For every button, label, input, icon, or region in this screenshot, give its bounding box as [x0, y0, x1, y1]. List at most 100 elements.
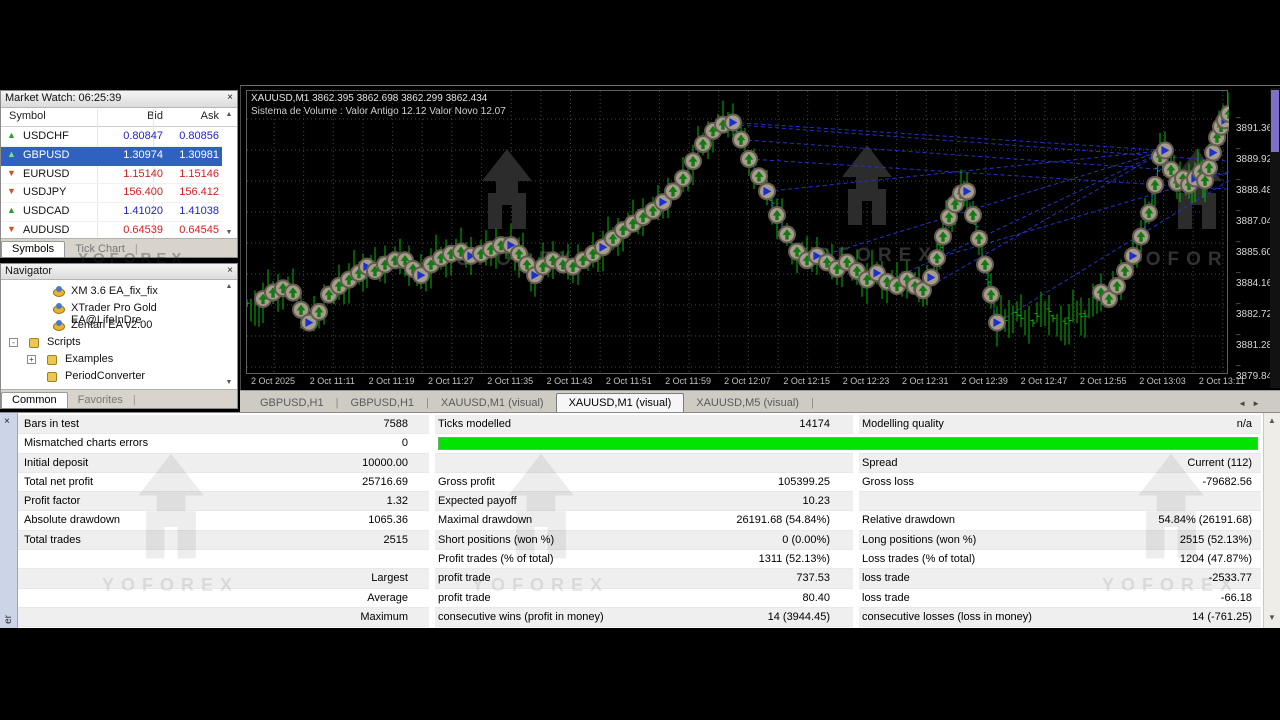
tester-cell: 26191.68 (54.84%)	[736, 514, 830, 527]
tester-cell: 2515	[383, 533, 408, 546]
tester-cell: 0	[401, 437, 408, 450]
tester-cell: -79682.56	[1202, 475, 1252, 488]
bid-cell: 0.64539	[123, 223, 163, 236]
tree-item-examples[interactable]: + Examples	[1, 352, 222, 369]
tester-cell: profit trade	[438, 591, 491, 604]
tester-cell: profit trade	[438, 572, 491, 585]
navigator-tabs: Common Favorites |	[1, 389, 237, 408]
column-gap	[853, 587, 859, 608]
tester-row[interactable]: Total trades 2515 Short positions (won %) 0…	[18, 529, 1261, 551]
time-axis-label: 2 Oct 11:51	[605, 376, 652, 386]
price-axis-label: 3885.600	[1236, 236, 1278, 258]
tester-row[interactable]: Total net profit 25716.69 Gross profit 1053…	[18, 471, 1261, 493]
time-axis-label: 2 Oct 2025	[250, 376, 296, 386]
tester-cell: Total trades	[24, 533, 81, 546]
scroll-down-icon[interactable]: ▼	[225, 229, 233, 236]
scrollbar-thumb[interactable]	[1271, 90, 1279, 152]
tester-row[interactable]: Absolute drawdown 1065.36 Maximal drawdown…	[18, 510, 1261, 531]
column-gap	[853, 414, 859, 435]
price-axis-label: 3887.040	[1236, 205, 1278, 227]
market-watch-row[interactable]: ▲ USDCHF 0.80847 0.80856	[1, 128, 222, 147]
expander-plus-icon[interactable]: +	[27, 355, 36, 364]
close-icon[interactable]: ×	[4, 416, 10, 427]
price-axis: 3891.360 3889.920 3888.480 3887.040 3885.600…	[1233, 90, 1278, 382]
market-watch-row[interactable]: ▼ USDJPY 156.400 156.412	[1, 184, 222, 204]
tree-item-label: XTrader Pro Gold EA@LifeInDre	[71, 302, 157, 326]
tester-row[interactable]: Mismatched charts errors 0	[18, 433, 1261, 454]
tester-row[interactable]: Maximum consecutive wins (profit in money…	[18, 606, 1261, 628]
tester-scrollbar[interactable]: ▲ ▼	[1263, 413, 1280, 628]
tree-item-xm-3-6-ea-fix-fix[interactable]: XM 3.6 EA_fix_fix	[1, 284, 222, 301]
tree-item-xtrader-pro-gold-ea-lifeindre[interactable]: XTrader Pro Gold EA@LifeInDre	[1, 301, 222, 326]
ask-cell: 1.41038	[179, 205, 219, 218]
scroll-down-icon[interactable]: ▼	[225, 379, 233, 386]
column-gap	[853, 452, 859, 473]
tab-favorites[interactable]: Favorites	[77, 394, 123, 406]
tester-cell: Gross profit	[438, 475, 495, 488]
column-gap	[853, 568, 859, 589]
time-axis-label: 2 Oct 11:43	[546, 376, 593, 386]
symbol-column-header[interactable]: Symbol	[9, 110, 46, 122]
scroll-up-icon[interactable]: ▲	[225, 283, 233, 290]
tester-cell: 1.32	[386, 495, 408, 508]
scroll-up-icon[interactable]: ▲	[1268, 416, 1276, 425]
tab-common[interactable]: Common	[1, 392, 68, 408]
tester-cell: Loss trades (% of total)	[862, 553, 976, 566]
market-watch-row[interactable]: ▲ GBPUSD 1.30974 1.30981	[1, 146, 222, 166]
market-watch-titlebar[interactable]: Market Watch: 06:25:39 ×	[1, 91, 237, 108]
ea-icon	[53, 286, 65, 297]
chart-tab-4[interactable]: XAUUSD,M5 (visual)	[696, 397, 799, 409]
tester-row[interactable]: Average profit trade 80.40 loss trade -66.18	[18, 587, 1261, 608]
tester-row[interactable]: Initial deposit 10000.00 Spread Current (11…	[18, 452, 1261, 473]
tab-scroll-arrows[interactable]: ◄►	[1238, 399, 1266, 408]
chart-tab-3[interactable]: XAUUSD,M1 (visual)	[555, 393, 685, 412]
expander-minus-icon[interactable]: -	[9, 338, 18, 347]
market-watch-row[interactable]: ▼ EURUSD 1.15140 1.15146	[1, 166, 222, 185]
tab-scroll-right-icon[interactable]: ►	[1252, 399, 1266, 408]
up-arrow-icon: ▲	[7, 205, 16, 216]
column-gap	[853, 471, 859, 493]
navigator-titlebar[interactable]: Navigator ×	[1, 264, 237, 280]
tab-tick-chart[interactable]: Tick Chart	[75, 243, 125, 255]
tab-symbols[interactable]: Symbols	[1, 241, 66, 257]
column-gap	[853, 510, 859, 531]
tab-separator: |	[810, 397, 814, 409]
tester-cell: loss trade	[862, 591, 910, 604]
chart-info: XAUUSD,M1 3862.395 3862.698 3862.299 386…	[251, 92, 506, 118]
column-gap	[429, 491, 435, 512]
chart-tab-1[interactable]: GBPUSD,H1	[350, 397, 415, 409]
close-icon[interactable]: ×	[227, 265, 233, 276]
time-axis-label: 2 Oct 12:55	[1079, 376, 1127, 386]
column-gap	[429, 529, 435, 551]
tester-row[interactable]: Largest profit trade 737.53 loss trade -2533…	[18, 568, 1261, 589]
tree-item-scripts[interactable]: - Scripts	[1, 335, 222, 352]
time-axis-label: 2 Oct 11:59	[665, 376, 712, 386]
tester-results-table: Bars in test 7588 Ticks modelled 14174 Model…	[18, 414, 1261, 628]
chart-indicator-text: Sistema de Volume : Valor Antigo 12.12 V…	[251, 106, 506, 117]
ask-column-header[interactable]: Ask	[200, 110, 219, 122]
chart-vertical-scrollbar[interactable]	[1270, 88, 1280, 388]
tree-item-zentari-ea-v2-00[interactable]: Zentari EA v2.00	[1, 318, 222, 335]
tester-row[interactable]: Profit factor 1.32 Expected payoff 10.23	[18, 491, 1261, 512]
bid-column-header[interactable]: Bid	[147, 110, 163, 122]
tester-cell: 1311 (52.13%)	[758, 553, 830, 566]
tester-row[interactable]: Profit trades (% of total) 1311 (52.13%) L…	[18, 549, 1261, 570]
tester-row[interactable]: Bars in test 7588 Ticks modelled 14174 Model…	[18, 414, 1261, 435]
up-arrow-icon: ▲	[7, 148, 16, 159]
close-icon[interactable]: ×	[227, 92, 233, 103]
tester-cell: 14 (-761.25)	[1192, 610, 1252, 623]
scroll-down-icon[interactable]: ▼	[1268, 613, 1276, 622]
tree-item-label: Examples	[65, 353, 114, 365]
symbol-cell: USDCAD	[23, 205, 70, 218]
price-chart[interactable]: XAUUSD,M1 3862.395 3862.698 3862.299 386…	[244, 90, 1261, 375]
chart-tab-0[interactable]: GBPUSD,H1	[260, 397, 324, 409]
market-watch-row[interactable]: ▲ USDCAD 1.41020 1.41038	[1, 203, 222, 222]
chart-tab-2[interactable]: XAUUSD,M1 (visual)	[440, 397, 544, 409]
tester-cell: consecutive losses (loss in money)	[862, 610, 1032, 623]
column-gap	[429, 568, 435, 589]
tab-scroll-left-icon[interactable]: ◄	[1238, 399, 1253, 408]
candlestick-chart-svg: YOFOREXYOFOREXYOFOREX	[244, 91, 1261, 375]
tree-item-periodconverter[interactable]: PeriodConverter	[1, 369, 222, 386]
time-axis-label: 2 Oct 12:07	[724, 376, 771, 386]
scroll-up-icon[interactable]: ▲	[225, 111, 233, 118]
